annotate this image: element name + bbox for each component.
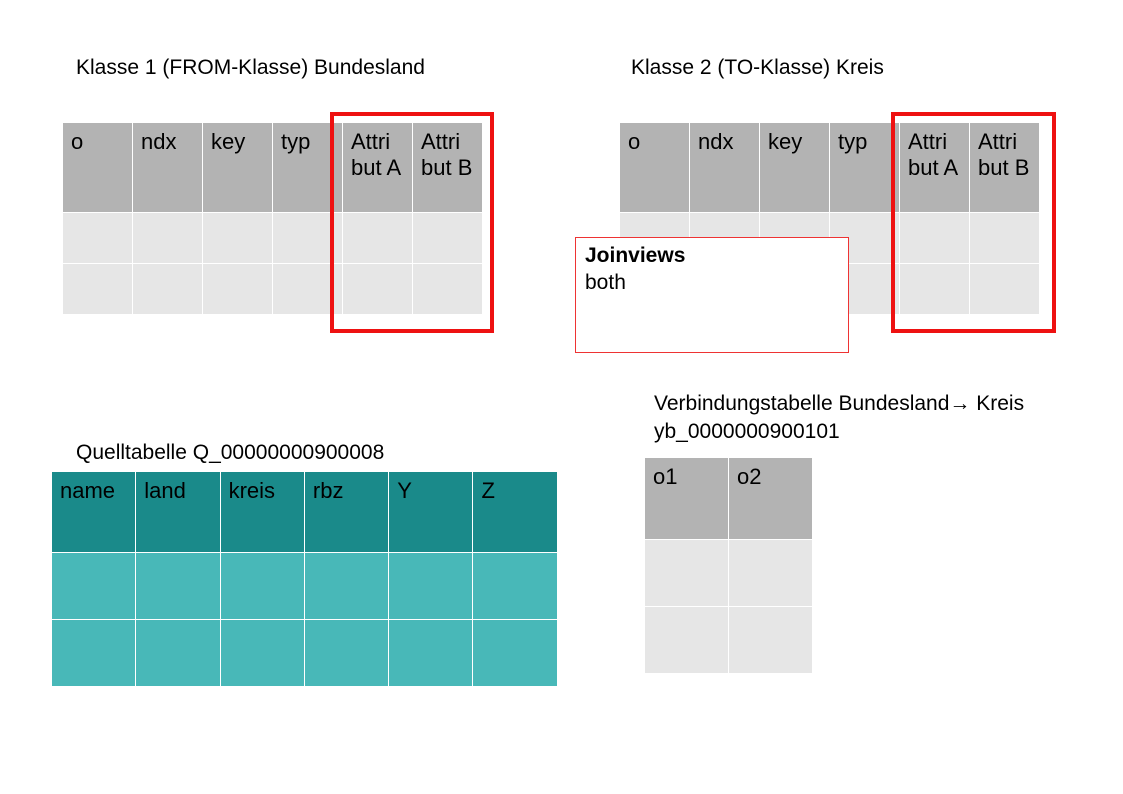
header-cell: o1 [645, 458, 729, 540]
empty-cell [645, 607, 729, 674]
joinviews-title: Joinviews [585, 244, 686, 267]
header-cell: Attri but B [970, 123, 1040, 213]
source-table-title: Quelltabelle Q_00000000900008 [76, 441, 385, 464]
empty-cell [220, 620, 305, 687]
class1-title: Klasse 1 (FROM-Klasse) Bundesland [76, 56, 425, 79]
empty-cell [52, 553, 137, 620]
empty-cell [970, 264, 1040, 315]
empty-cell [413, 213, 483, 264]
header-cell: o [620, 123, 690, 213]
header-text: land [144, 478, 186, 503]
header-cell: o [63, 123, 133, 213]
highlight-box [891, 112, 1056, 333]
header-cell: key [203, 123, 273, 213]
header-cell: o2 [729, 458, 813, 540]
header-text: typ [838, 129, 868, 154]
empty-cell [900, 213, 970, 264]
empty-cell [389, 553, 474, 620]
header-text: rbz [312, 478, 344, 503]
header-text: o1 [653, 464, 678, 489]
link-table: o1 o2 [645, 458, 813, 674]
empty-cell [473, 553, 558, 620]
empty-cell [133, 213, 203, 264]
header-cell: kreis [220, 472, 305, 553]
class1-table: o ndx key typ Attri but A Attri but B [63, 123, 483, 315]
header-text: Z [481, 478, 495, 503]
header-text: o [628, 129, 641, 154]
header-text: ndx [698, 129, 734, 154]
header-text: Attri but A [351, 129, 402, 180]
empty-cell [136, 620, 221, 687]
header-cell: Y [389, 472, 474, 553]
empty-cell [900, 264, 970, 315]
empty-cell [203, 264, 273, 315]
empty-cell [343, 264, 413, 315]
empty-cell [729, 607, 813, 674]
header-text: ndx [141, 129, 177, 154]
class2-title: Klasse 2 (TO-Klasse) Kreis [631, 56, 884, 79]
joinviews-box: Joinviews both [575, 237, 849, 353]
header-text: o [71, 129, 84, 154]
header-cell: Attri but A [900, 123, 970, 213]
header-cell: name [52, 472, 137, 553]
empty-cell [133, 264, 203, 315]
header-text: key [768, 129, 803, 154]
header-text: Attri but B [421, 129, 473, 180]
header-cell: typ [830, 123, 900, 213]
header-text: Y [397, 478, 412, 503]
header-text: o2 [737, 464, 762, 489]
joinviews-value: both [585, 271, 626, 294]
empty-cell [304, 620, 390, 687]
header-text: typ [281, 129, 311, 154]
source-table: name land kreis rbz Y Z [52, 472, 558, 687]
header-cell: key [760, 123, 830, 213]
header-cell: Attri but A [343, 123, 413, 213]
header-cell: Attri but B [413, 123, 483, 213]
link-table-title: Verbindungstabelle Bundesland→ Kreis [654, 392, 1025, 415]
empty-cell [63, 264, 133, 315]
empty-cell [343, 213, 413, 264]
empty-cell [52, 620, 137, 687]
header-text: key [211, 129, 246, 154]
empty-cell [645, 540, 729, 607]
header-cell: rbz [304, 472, 390, 553]
empty-cell [63, 213, 133, 264]
empty-cell [389, 620, 474, 687]
header-text: Attri but B [978, 129, 1030, 180]
empty-cell [970, 213, 1040, 264]
header-text: Attri but A [908, 129, 959, 180]
header-cell: Z [473, 472, 558, 553]
empty-cell [413, 264, 483, 315]
header-cell: ndx [133, 123, 203, 213]
header-cell: land [136, 472, 221, 553]
empty-cell [136, 553, 221, 620]
empty-cell [729, 540, 813, 607]
empty-cell [304, 553, 390, 620]
header-text: name [60, 478, 116, 503]
highlight-box [330, 112, 494, 333]
empty-cell [473, 620, 558, 687]
empty-cell [220, 553, 305, 620]
empty-cell [203, 213, 273, 264]
header-cell: ndx [690, 123, 760, 213]
link-table-name: yb_0000000900101 [654, 420, 840, 443]
header-text: kreis [228, 478, 276, 503]
